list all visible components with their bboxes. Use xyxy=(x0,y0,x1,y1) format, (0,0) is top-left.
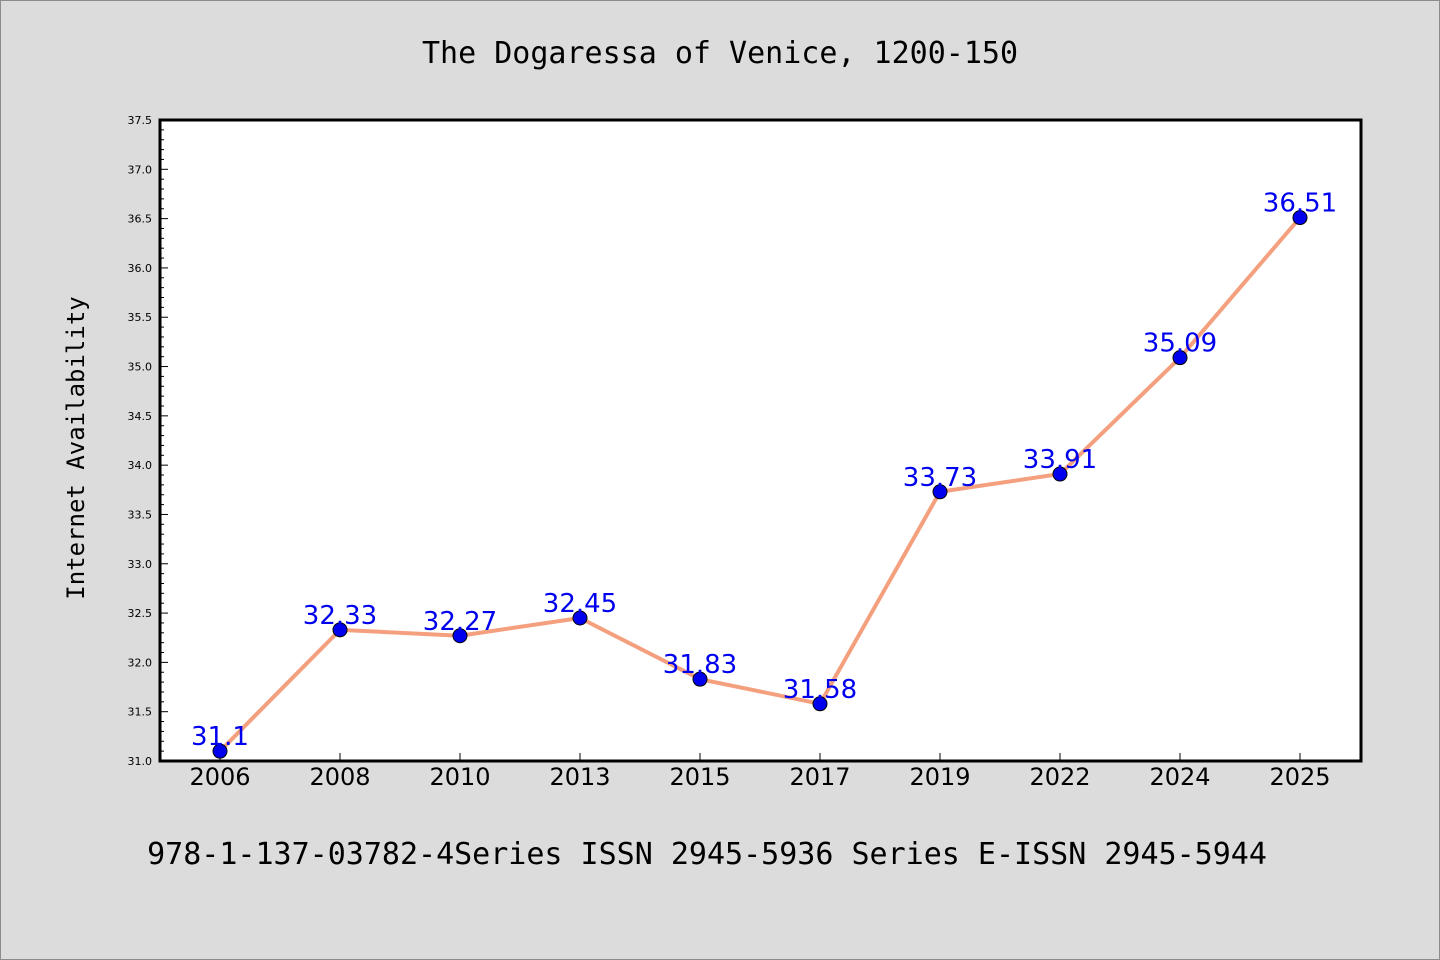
data-point xyxy=(212,743,228,759)
data-label: 32.45 xyxy=(543,589,617,619)
data-label: 32.27 xyxy=(423,607,497,637)
x-tick-label: 2008 xyxy=(309,763,370,791)
y-tick-label: 37.5 xyxy=(128,114,153,127)
data-labels-group: 31.1 32.33 32.27 32.45 31.83 31.58 33.73 33.91 3… xyxy=(191,189,1337,753)
y-tick-label: 36.5 xyxy=(128,213,153,226)
data-point xyxy=(932,484,948,500)
x-tick-label: 2010 xyxy=(429,763,490,791)
x-tick-label: 2025 xyxy=(1269,763,1330,791)
data-label: 35.09 xyxy=(1143,329,1217,359)
series-line xyxy=(218,215,1302,754)
y-tick-label: 32.0 xyxy=(128,656,153,669)
y-tick-label: 34.0 xyxy=(128,459,153,472)
x-tick-label: 2015 xyxy=(669,763,730,791)
data-label: 31.83 xyxy=(663,650,737,680)
y-tick-label: 34.5 xyxy=(128,410,153,423)
series-group xyxy=(212,210,1308,759)
x-tick-label: 2022 xyxy=(1029,763,1090,791)
y-tick-label: 35.5 xyxy=(128,311,153,324)
footer-isbn-text: 978-1-137-03782-4Series ISSN 2945-5936 S… xyxy=(147,837,1267,872)
data-point xyxy=(1052,466,1068,482)
data-point xyxy=(1172,350,1188,366)
data-point xyxy=(332,622,348,638)
x-tick-label: 2017 xyxy=(789,763,850,791)
data-point xyxy=(452,628,468,644)
data-label: 36.51 xyxy=(1263,189,1337,219)
data-point xyxy=(812,696,828,712)
y-tick-label: 31.0 xyxy=(128,755,153,768)
y-axis: 31.0 31.5 32.0 32.5 33.0 33.5 34.0 34.5 35.0 35.5… xyxy=(128,114,168,768)
y-tick-label: 36.0 xyxy=(128,262,153,275)
data-label: 32.33 xyxy=(303,601,377,631)
y-tick-label: 32.5 xyxy=(128,607,153,620)
y-tick-label: 37.0 xyxy=(128,163,153,176)
y-tick-label: 35.0 xyxy=(128,361,153,374)
data-label: 31.58 xyxy=(783,675,857,705)
data-label: 33.73 xyxy=(903,463,977,493)
x-tick-label: 2013 xyxy=(549,763,610,791)
data-label: 31.1 xyxy=(191,722,249,752)
x-tick-label: 2006 xyxy=(189,763,250,791)
y-tick-label: 31.5 xyxy=(128,706,153,719)
chart-title: The Dogaressa of Venice, 1200-150 xyxy=(422,36,1018,71)
data-point xyxy=(692,671,708,687)
y-axis-label: Internet Availability xyxy=(62,296,90,599)
data-point xyxy=(572,610,588,626)
data-point xyxy=(1292,210,1308,226)
x-tick-label: 2019 xyxy=(909,763,970,791)
y-tick-label: 33.0 xyxy=(128,558,153,571)
y-tick-label: 33.5 xyxy=(128,508,153,521)
x-axis: 2006 2008 2010 2013 2015 2017 2019 2022 2024 2025 xyxy=(189,753,1331,791)
plot-area xyxy=(158,118,1363,763)
data-label: 33.91 xyxy=(1023,445,1097,475)
x-tick-label: 2024 xyxy=(1149,763,1210,791)
